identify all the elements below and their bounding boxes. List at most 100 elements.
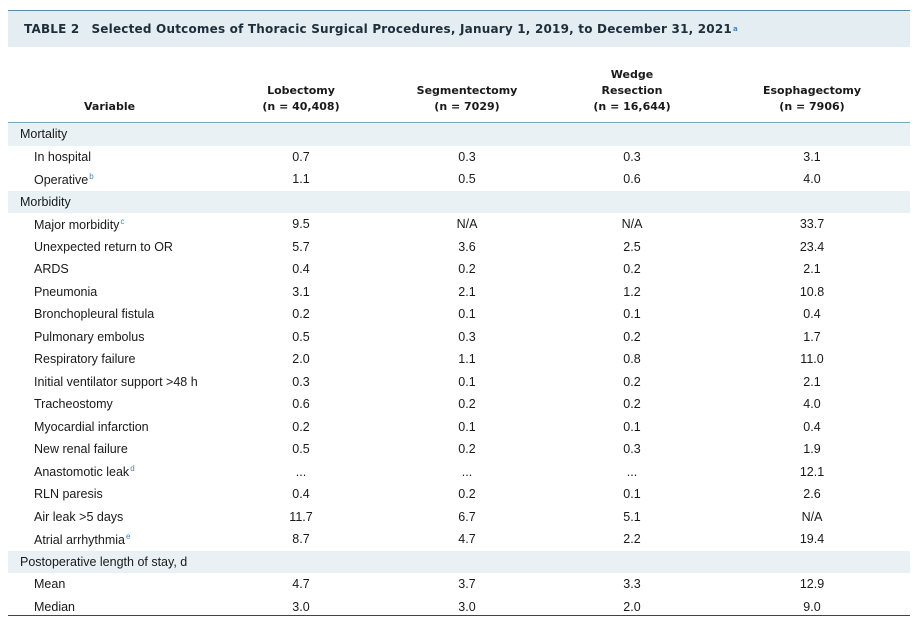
row-label-cell: Pulmonary embolus [8, 326, 218, 349]
section-row: Postoperative length of stay, d [8, 550, 910, 573]
column-header-line: Segmentectomy [416, 84, 518, 97]
value-cell: 3.6 [458, 239, 476, 254]
table-row: Tracheostomy 0.6 0.2 0.2 4.0 [8, 393, 910, 416]
table-row: Atrial arrhythmiae 8.7 4.7 2.2 19.4 [8, 528, 910, 551]
row-label: Mean [34, 577, 66, 592]
column-header-line: (n = 7029) [434, 100, 500, 113]
value-cell: 2.2 [623, 532, 641, 547]
row-label: Atrial arrhythmia [34, 532, 125, 547]
value-cell: 0.1 [623, 419, 641, 434]
value-cell: 5.1 [623, 509, 641, 524]
value-cell: 0.4 [292, 262, 310, 277]
section-row: Mortality [8, 122, 910, 146]
footnote-mark: b [89, 171, 94, 181]
table-caption: TABLE 2 Selected Outcomes of Thoracic Su… [8, 10, 910, 47]
value-cell: 4.7 [292, 577, 310, 592]
value-cell: 11.0 [800, 352, 824, 367]
value-cell [550, 122, 714, 146]
table-row: Bronchopleural fistula 0.2 0.1 0.1 0.4 [8, 303, 910, 326]
value-cell: N/A [801, 509, 823, 524]
row-label-cell: New renal failure [8, 438, 218, 461]
value-cell: 3.1 [292, 284, 310, 299]
table-row: Unexpected return to OR 5.7 3.6 2.5 23.4 [8, 236, 910, 259]
value-cell: 0.8 [623, 352, 641, 367]
value-cell: 0.2 [458, 262, 476, 277]
value-cell [218, 190, 384, 213]
value-cell: 0.2 [458, 397, 476, 412]
value-cell: 0.2 [292, 419, 310, 434]
value-cell: 0.6 [623, 172, 641, 187]
value-cell: 5.7 [292, 239, 310, 254]
value-cell: 1.9 [803, 442, 821, 457]
row-label: Median [34, 599, 75, 614]
value-cell: 0.2 [623, 329, 641, 344]
value-cell: 1.7 [803, 329, 821, 344]
value-cell: 1.2 [623, 284, 641, 299]
value-cell: 4.0 [803, 397, 821, 412]
table-row: Air leak >5 days 11.7 6.7 5.1 N/A [8, 506, 910, 529]
column-header-variable: Variable [8, 47, 218, 123]
row-label-cell: Air leak >5 days [8, 506, 218, 529]
row-label-cell: Respiratory failure [8, 348, 218, 371]
table-body: Mortality In hospital 0.7 0.3 0.3 3.1 Operativ… [8, 122, 910, 619]
value-cell: ... [626, 464, 638, 479]
row-label: Myocardial infarction [34, 419, 149, 434]
value-cell [714, 190, 910, 213]
value-cell: 0.2 [458, 442, 476, 457]
column-header: Wedge Resection (n = 16,644) [550, 47, 714, 123]
row-label: RLN paresis [34, 487, 103, 502]
value-cell: 0.3 [623, 149, 641, 164]
column-header-line: Wedge [610, 68, 654, 81]
value-cell: 33.7 [799, 217, 825, 232]
table-header: Variable Lobectomy (n = 40,408) Segmentecto… [8, 47, 910, 123]
value-cell: 0.7 [292, 149, 310, 164]
row-label: Operative [34, 172, 89, 187]
row-label-cell: In hospital [8, 146, 218, 169]
value-cell: ... [461, 464, 473, 479]
table-row: In hospital 0.7 0.3 0.3 3.1 [8, 146, 910, 169]
value-cell: 0.2 [623, 397, 641, 412]
value-cell: 3.3 [623, 577, 641, 592]
row-label-cell: Median [8, 596, 218, 619]
column-header-line: (n = 40,408) [262, 100, 340, 113]
row-label: Anastomotic leak [34, 465, 130, 480]
value-cell: 0.1 [458, 307, 476, 322]
table-row: Operativeb 1.1 0.5 0.6 4.0 [8, 168, 910, 191]
outcomes-table: Variable Lobectomy (n = 40,408) Segmentecto… [8, 47, 910, 618]
value-cell: 10.8 [799, 284, 825, 299]
footnote-mark: e [126, 531, 131, 541]
value-cell: 3.7 [458, 577, 476, 592]
value-cell: 12.9 [799, 577, 825, 592]
value-cell: 0.1 [623, 307, 641, 322]
value-cell: 0.2 [292, 307, 310, 322]
value-cell: 1.1 [458, 352, 476, 367]
row-label-cell: Bronchopleural fistula [8, 303, 218, 326]
column-header-line: Esophagectomy [762, 84, 862, 97]
table-bottom-rule [8, 615, 910, 616]
row-label: Air leak >5 days [34, 509, 124, 524]
column-header: Lobectomy (n = 40,408) [218, 47, 384, 123]
table-row: Median 3.0 3.0 2.0 9.0 [8, 596, 910, 619]
column-header: Esophagectomy (n = 7906) [714, 47, 910, 123]
value-cell [714, 122, 910, 146]
table-number: TABLE 2 [24, 22, 80, 36]
row-label: In hospital [34, 149, 91, 164]
value-cell: 2.1 [458, 284, 476, 299]
row-label: Bronchopleural fistula [34, 307, 155, 322]
value-cell: 0.5 [292, 329, 310, 344]
row-label: Unexpected return to OR [34, 239, 173, 254]
value-cell: 2.0 [292, 352, 310, 367]
value-cell: 0.3 [458, 149, 476, 164]
row-label-cell: Tracheostomy [8, 393, 218, 416]
value-cell: 0.2 [623, 374, 641, 389]
value-cell: 9.0 [803, 599, 821, 614]
row-label-cell: Mean [8, 573, 218, 596]
value-cell: 0.3 [623, 442, 641, 457]
value-cell: 0.3 [458, 329, 476, 344]
value-cell: 2.1 [803, 374, 821, 389]
section-label-cell: Mortality [8, 122, 218, 146]
column-header-line: (n = 7906) [779, 100, 845, 113]
row-label-cell: RLN paresis [8, 483, 218, 506]
section-row: Morbidity [8, 190, 910, 213]
value-cell [384, 122, 550, 146]
